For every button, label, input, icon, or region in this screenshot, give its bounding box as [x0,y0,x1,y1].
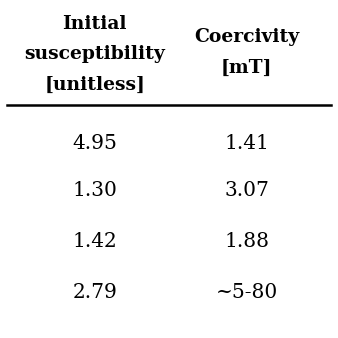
Text: 1.42: 1.42 [72,232,117,251]
Text: Initial: Initial [63,15,127,33]
Text: 2.79: 2.79 [72,283,117,302]
Text: susceptibility: susceptibility [24,45,165,63]
Text: Coercivity: Coercivity [194,28,299,46]
Text: 4.95: 4.95 [72,134,117,153]
Text: 1.88: 1.88 [224,232,269,251]
Text: ~5-80: ~5-80 [216,283,278,302]
Text: 3.07: 3.07 [224,182,269,200]
Text: 1.30: 1.30 [72,182,117,200]
Text: [mT]: [mT] [221,58,272,77]
Text: [unitless]: [unitless] [44,75,145,94]
Text: 1.41: 1.41 [224,134,269,153]
